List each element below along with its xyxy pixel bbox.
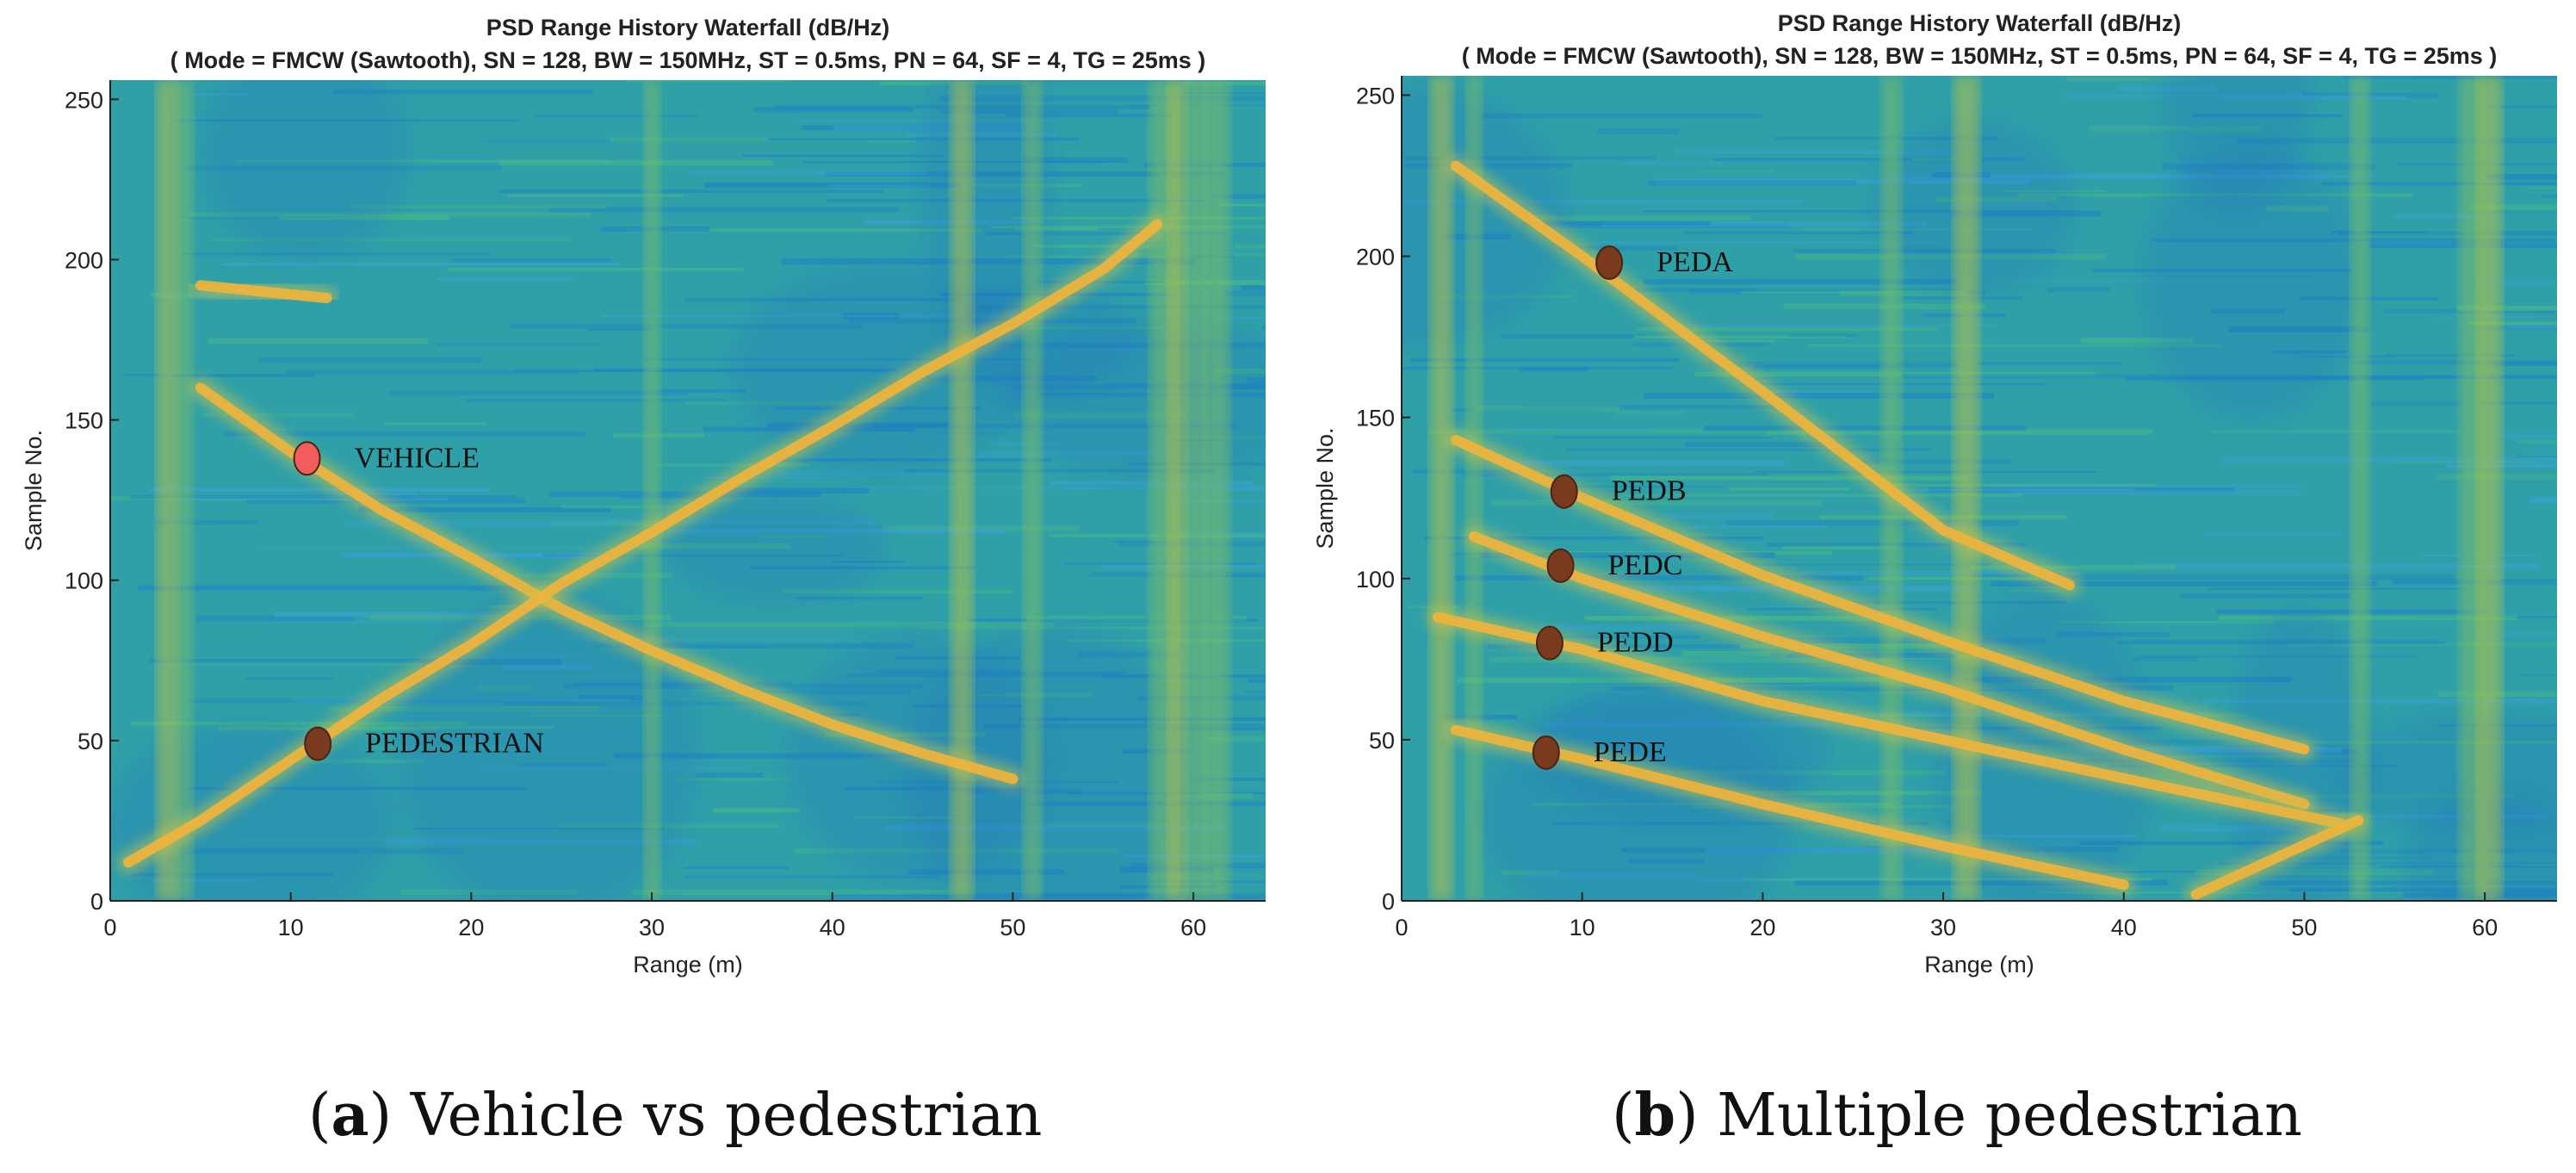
- panel-b-caption-text: Multiple pedestrian: [1717, 1082, 2302, 1150]
- panel-b-marker-pede: [1532, 735, 1560, 770]
- panel-a-marker-label-vehicle: VEHICLE: [355, 442, 480, 474]
- panel-a-y-tick-label: 50: [77, 729, 103, 754]
- panel-b-target-track-6: [2190, 815, 2364, 900]
- panel-b-x-tick-label: 0: [1395, 915, 1408, 940]
- panel-a-y-tick-label: 100: [65, 568, 103, 594]
- panel-a-tracks: [117, 213, 1169, 874]
- panel-a-clutter-column: [644, 80, 661, 901]
- panel-b-marker-pedc: [1546, 548, 1575, 583]
- panel-a-x-tick-label: 50: [1000, 915, 1025, 940]
- panel-b-marker-label-pedb: PEDB: [1612, 475, 1687, 507]
- panel-b-caption: (b) Multiple pedestrian: [1612, 1081, 2302, 1150]
- panel-a-x-tick-label: 20: [458, 915, 484, 940]
- panel-a-caption: (a) Vehicle vs pedestrian: [308, 1081, 1043, 1150]
- panel-b-x-tick-label: 40: [2111, 915, 2137, 940]
- panel-b-y-tick-label: 50: [1369, 728, 1395, 754]
- panel-a-clutter-column: [1204, 80, 1230, 901]
- panel-b-x-tick-label: 50: [2291, 915, 2317, 940]
- panel-b-y-tick-label: 0: [1382, 889, 1395, 915]
- panel-b-marker-pedb: [1550, 474, 1578, 509]
- panel-a-y-axis-label: Sample No.: [21, 430, 46, 551]
- panel-a-target-track-2: [123, 219, 1163, 868]
- panel-b-title: PSD Range History Waterfall (dB/Hz): [1778, 10, 2182, 36]
- panel-b-x-axis-label: Range (m): [1924, 952, 2034, 978]
- panel-a-caption-letter: a: [331, 1081, 369, 1150]
- panel-b-marker-label-pedc: PEDC: [1608, 549, 1683, 581]
- panel-b-x-tick-label: 10: [1570, 915, 1595, 940]
- panel-a-y-tick-label: 150: [65, 408, 103, 434]
- panel-b-marker-pedd: [1535, 625, 1564, 661]
- panel-b-marker-peda: [1595, 245, 1624, 281]
- panel-a-x-tick-label: 30: [639, 915, 665, 940]
- panel-a-x-tick-label: 10: [278, 915, 304, 940]
- panel-b-y-tick-label: 250: [1356, 83, 1395, 109]
- panel-b-clutter-column: [1954, 76, 1979, 901]
- panel-b-y-tick-label: 100: [1356, 567, 1395, 593]
- panel-a-x-axis-label: Range (m): [633, 952, 743, 978]
- panel-a-x-tick-label: 60: [1180, 915, 1206, 940]
- panel-b-target-track-1: [1450, 160, 2075, 591]
- panel-b-clutter-column: [2477, 76, 2502, 901]
- panel-b-clutter-column: [1429, 76, 1453, 901]
- panel-a-marker-label-pedestrian: PEDESTRIAN: [365, 728, 544, 760]
- panel-a-y-tick-label: 0: [90, 889, 103, 915]
- panel-b-marker-label-pedd: PEDD: [1597, 627, 1674, 659]
- panel-a-marker-vehicle: [293, 441, 321, 476]
- panel-b-marker-label-pede: PEDE: [1594, 736, 1667, 768]
- panel-a-x-tick-label: 40: [820, 915, 845, 940]
- panel-b-marker-label-peda: PEDA: [1656, 246, 1733, 278]
- panel-a-waterfall-texture: [110, 80, 1266, 901]
- panel-a-x-tick-label: 0: [103, 915, 116, 940]
- panel-b-waterfall-texture: [1402, 76, 2557, 901]
- panel-b-y-axis-label: Sample No.: [1312, 427, 1338, 549]
- panel-a-clutter-column: [1023, 80, 1042, 901]
- panel-a-vehicle-vs-pedestrian: 0 10 20 30 40 50 60 0 50 100 150 200 250 PSD Range Hi…: [21, 15, 1266, 978]
- panel-b-x-tick-label: 30: [1930, 915, 1956, 940]
- panel-b-subtitle: ( Mode = FMCW (Sawtooth), SN = 128, BW =…: [1462, 43, 2498, 69]
- panel-b-y-tick-label: 150: [1356, 406, 1395, 431]
- panel-a-clutter-column: [1186, 80, 1207, 901]
- panel-a-marker-pedestrian: [304, 726, 332, 761]
- panel-b-multiple-pedestrian: 0 10 20 30 40 50 60 0 50 100 150 200 250 PSD Range Hi…: [1312, 10, 2557, 978]
- panel-a-clutter-column: [1167, 80, 1188, 901]
- panel-a-subtitle: ( Mode = FMCW (Sawtooth), SN = 128, BW =…: [170, 47, 1206, 73]
- panel-b-clutter-column: [2350, 76, 2369, 901]
- panel-a-title: PSD Range History Waterfall (dB/Hz): [486, 15, 890, 40]
- panel-b-x-tick-label: 60: [2472, 915, 2498, 940]
- panel-a-caption-text: Vehicle vs pedestrian: [410, 1082, 1043, 1150]
- panel-b-y-tick-label: 200: [1356, 245, 1395, 270]
- panel-b-caption-letter: b: [1634, 1081, 1676, 1150]
- panel-a-target-track-1: [195, 382, 1019, 785]
- panel-a-y-tick-label: 250: [65, 87, 103, 113]
- panel-a-y-tick-label: 200: [65, 247, 103, 273]
- panel-b-x-tick-label: 20: [1749, 915, 1775, 940]
- panel-a-clutter-column: [174, 80, 194, 901]
- panel-a-target-track-3: [195, 280, 332, 304]
- panel-b-clutter-column: [1465, 76, 1483, 901]
